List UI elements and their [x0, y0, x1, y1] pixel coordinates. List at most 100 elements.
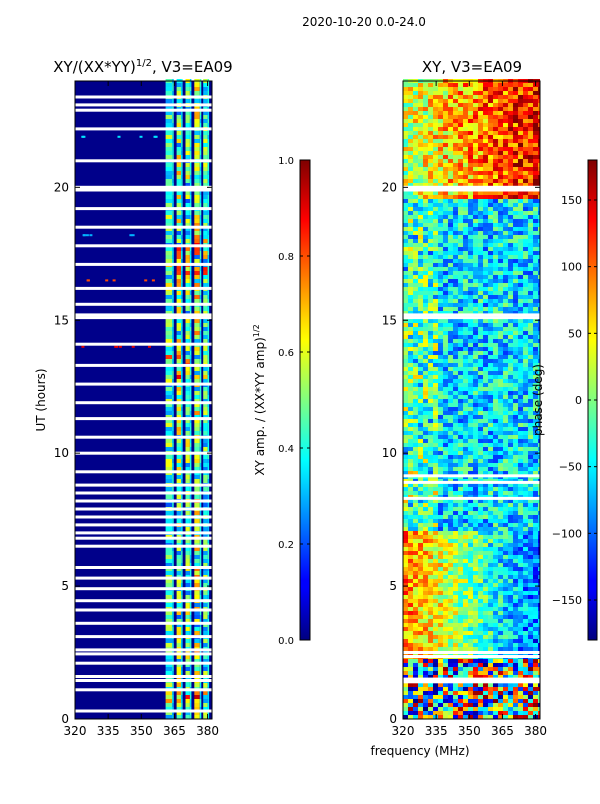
panel2-cell	[513, 599, 518, 603]
panel2-cell	[523, 447, 528, 451]
panel2-cell	[408, 547, 413, 551]
panel1-cell	[166, 503, 173, 507]
panel2-cell	[408, 671, 413, 675]
panel2-cell	[468, 619, 473, 623]
panel2-cell	[453, 399, 458, 403]
panel2-cell	[413, 399, 418, 403]
panel2-cell	[408, 383, 413, 387]
panel2-cell	[483, 519, 488, 523]
panel2-cell	[433, 335, 438, 339]
panel2-cell	[443, 607, 448, 611]
panel1-cell	[181, 331, 183, 335]
panel2-cell	[473, 683, 478, 687]
panel2-cell	[423, 343, 428, 347]
panel2-cell	[518, 459, 523, 463]
panel2-cell	[418, 639, 423, 643]
panel1-cell	[181, 667, 183, 671]
panel2-cell	[463, 455, 468, 459]
panel2-cell	[458, 419, 463, 423]
panel1-cell	[186, 475, 190, 479]
panel2-cell	[458, 295, 463, 299]
panel2-cell	[438, 427, 443, 431]
panel1-cell	[194, 643, 200, 647]
panel1-cell	[177, 191, 181, 195]
panel2-cell	[408, 515, 413, 519]
panel2-cell	[533, 571, 538, 575]
panel1-cell	[208, 167, 210, 171]
panel1-cell	[190, 703, 192, 707]
panel2-cell	[523, 631, 528, 635]
panel2-cell	[463, 343, 468, 347]
panel1-cell	[177, 447, 181, 451]
panel2-cell	[463, 351, 468, 355]
panel2-cell	[428, 531, 433, 535]
panel2-cell	[423, 303, 428, 307]
panel1-flagged-row	[75, 401, 212, 404]
panel2-cell	[493, 551, 498, 555]
panel1-cell	[166, 91, 173, 95]
panel2-cell	[488, 395, 493, 399]
panel2-cell	[438, 375, 443, 379]
panel2-cell	[473, 267, 478, 271]
panel2-cell	[493, 443, 498, 447]
panel2-cell	[488, 439, 493, 443]
panel2-cell	[418, 323, 423, 327]
panel2-cell	[488, 603, 493, 607]
panel1-cell	[181, 583, 183, 587]
panel2-cell	[438, 643, 443, 647]
panel2-cell	[498, 507, 503, 511]
panel2-cell	[498, 635, 503, 639]
panel2-cell	[473, 435, 478, 439]
panel2-cell	[473, 443, 478, 447]
panel1-cell	[203, 475, 207, 479]
panel2-cell	[523, 455, 528, 459]
panel2-cell	[433, 591, 438, 595]
panel1-cell	[172, 511, 174, 515]
panel2-cell	[418, 611, 423, 615]
panel2-cell	[468, 587, 473, 591]
panel2-cell	[443, 551, 448, 555]
panel2-cell	[513, 591, 518, 595]
panel1-cell	[194, 323, 200, 327]
panel2-cell	[508, 583, 513, 587]
panel2-cell	[418, 691, 423, 695]
panel2-cell	[453, 423, 458, 427]
panel2-cell	[503, 267, 508, 271]
panel1-cell	[166, 555, 173, 559]
panel2-cell	[413, 319, 418, 323]
panel1-cell	[208, 391, 210, 395]
panel1-cell	[194, 339, 200, 343]
panel2-cell	[508, 371, 513, 375]
panel1-cell	[166, 271, 173, 275]
panel2-cell	[503, 443, 508, 447]
panel2-cell	[413, 595, 418, 599]
panel2-cell	[433, 667, 438, 671]
panel2-cell	[443, 571, 448, 575]
panel2-cell	[433, 487, 438, 491]
panel2-cell	[448, 363, 453, 367]
panel2-cell	[433, 387, 438, 391]
panel2-cell	[528, 559, 533, 563]
panel1-cell	[186, 371, 190, 375]
panel2-cell	[533, 515, 538, 519]
panel1-cell	[194, 631, 200, 635]
panel2-cell	[403, 303, 408, 307]
panel2-cell	[428, 443, 433, 447]
panel2-cell	[473, 419, 478, 423]
panel2-cell	[458, 491, 463, 495]
panel2-cell	[403, 535, 408, 539]
panel1-cell	[203, 211, 207, 215]
panel2-cell	[423, 375, 428, 379]
panel2-cell	[483, 707, 488, 711]
panel1-cell	[203, 219, 207, 223]
panel2-cell	[443, 415, 448, 419]
panel2-cell	[453, 327, 458, 331]
panel1-cell	[186, 643, 190, 647]
panel2-cell	[403, 299, 408, 303]
panel1-cell	[208, 703, 210, 707]
panel2-cell	[418, 487, 423, 491]
panel1-cell	[177, 391, 181, 395]
panel2-cell	[428, 307, 433, 311]
panel2-cell	[458, 343, 463, 347]
panel1-cell	[194, 167, 200, 171]
